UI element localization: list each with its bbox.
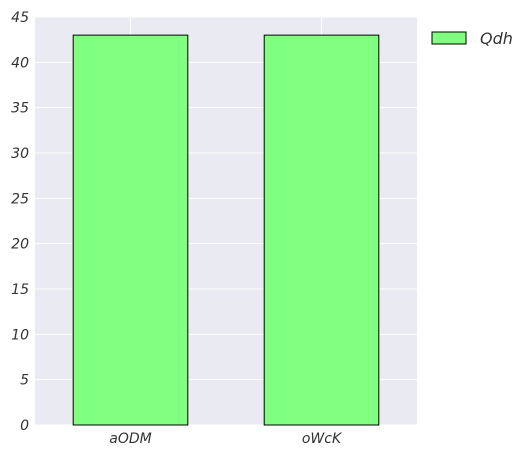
- y-tick-label: 30: [11, 146, 29, 162]
- x-tick-label: aODM: [109, 431, 151, 447]
- x-tick-label: oWcK: [302, 431, 343, 447]
- y-tick-label: 40: [11, 55, 29, 71]
- y-tick-label: 35: [11, 101, 29, 117]
- legend: Qdh: [431, 29, 513, 48]
- y-axis-ticks: 0 5 10 15 20 25 30 35 40 45: [11, 10, 29, 434]
- legend-swatch: [431, 31, 467, 45]
- bar-aODM: [72, 34, 189, 426]
- y-tick-label: 25: [11, 191, 29, 207]
- bar-oWcK: [263, 34, 380, 426]
- y-tick-label: 20: [11, 237, 29, 253]
- y-tick-label: 0: [20, 418, 29, 434]
- y-tick-label: 5: [20, 373, 29, 389]
- y-tick-label: 10: [11, 327, 29, 343]
- legend-label: Qdh: [480, 29, 513, 48]
- bars: [72, 34, 380, 426]
- y-tick-label: 15: [11, 282, 29, 298]
- y-tick-label: 45: [11, 10, 29, 26]
- x-axis-ticks: aODM oWcK: [109, 431, 343, 447]
